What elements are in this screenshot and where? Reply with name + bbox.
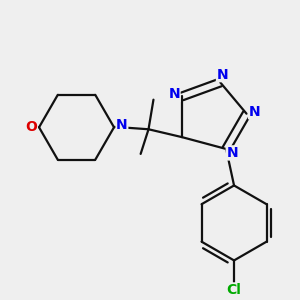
Text: Cl: Cl bbox=[226, 283, 242, 297]
Text: N: N bbox=[217, 68, 228, 82]
Text: N: N bbox=[168, 88, 180, 101]
Text: N: N bbox=[116, 118, 128, 132]
Text: O: O bbox=[25, 120, 37, 134]
Text: N: N bbox=[226, 146, 238, 160]
Text: N: N bbox=[249, 105, 260, 119]
